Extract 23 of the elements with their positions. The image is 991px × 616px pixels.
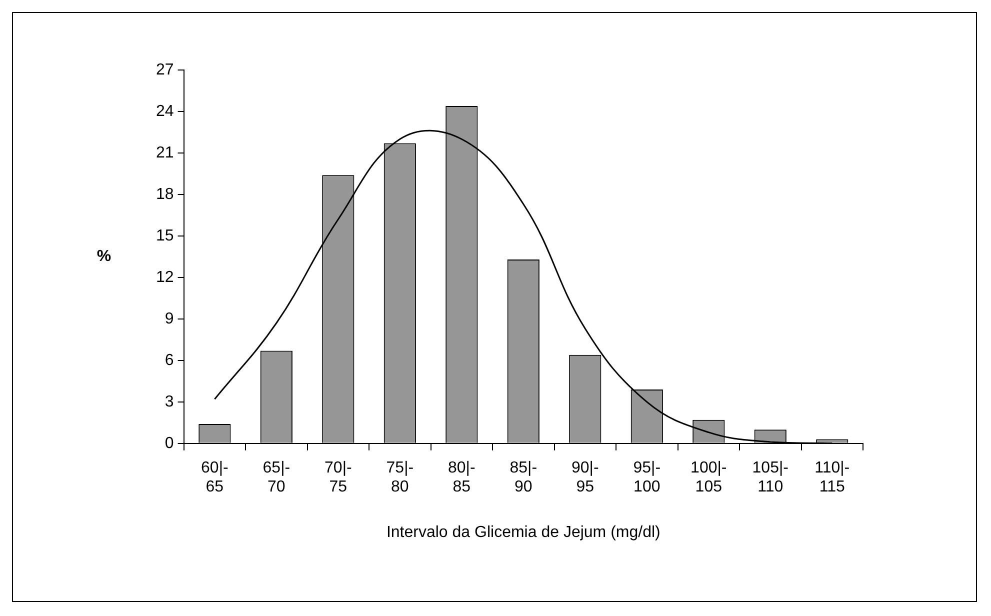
x-tick-label: 100|-105	[690, 459, 727, 496]
x-tick-label: 70|-75	[324, 459, 352, 496]
y-axis-title: %	[96, 248, 112, 266]
y-tick-label: 27	[156, 61, 174, 78]
x-tick-label: 75|-80	[386, 459, 414, 496]
y-tick-label: 21	[156, 144, 174, 162]
y-tick-label: 24	[156, 102, 174, 120]
x-tick-label: 80|-85	[448, 459, 476, 496]
x-tick-label: 110|-115	[814, 459, 850, 496]
y-tick-label: 6	[164, 352, 174, 369]
y-tick-label: 9	[164, 310, 174, 328]
y-tick-label: 0	[164, 434, 174, 452]
x-tick-label: 60|-65	[201, 459, 228, 496]
x-tick-label: 105|-110	[752, 459, 788, 496]
x-axis-title: Intervalo da Glicemia de Jejum (mg/dl)	[386, 524, 660, 541]
x-tick-label: 95|-100	[633, 459, 661, 496]
x-tick-label: 65|-70	[262, 459, 290, 496]
y-tick-label: 12	[156, 268, 174, 286]
y-tick-label: 3	[164, 393, 174, 410]
y-tick-label: 15	[156, 227, 174, 244]
y-tick-label: 18	[156, 186, 174, 203]
x-tick-label: 90|-95	[572, 459, 599, 496]
x-tick-label: 85|-90	[510, 459, 538, 496]
